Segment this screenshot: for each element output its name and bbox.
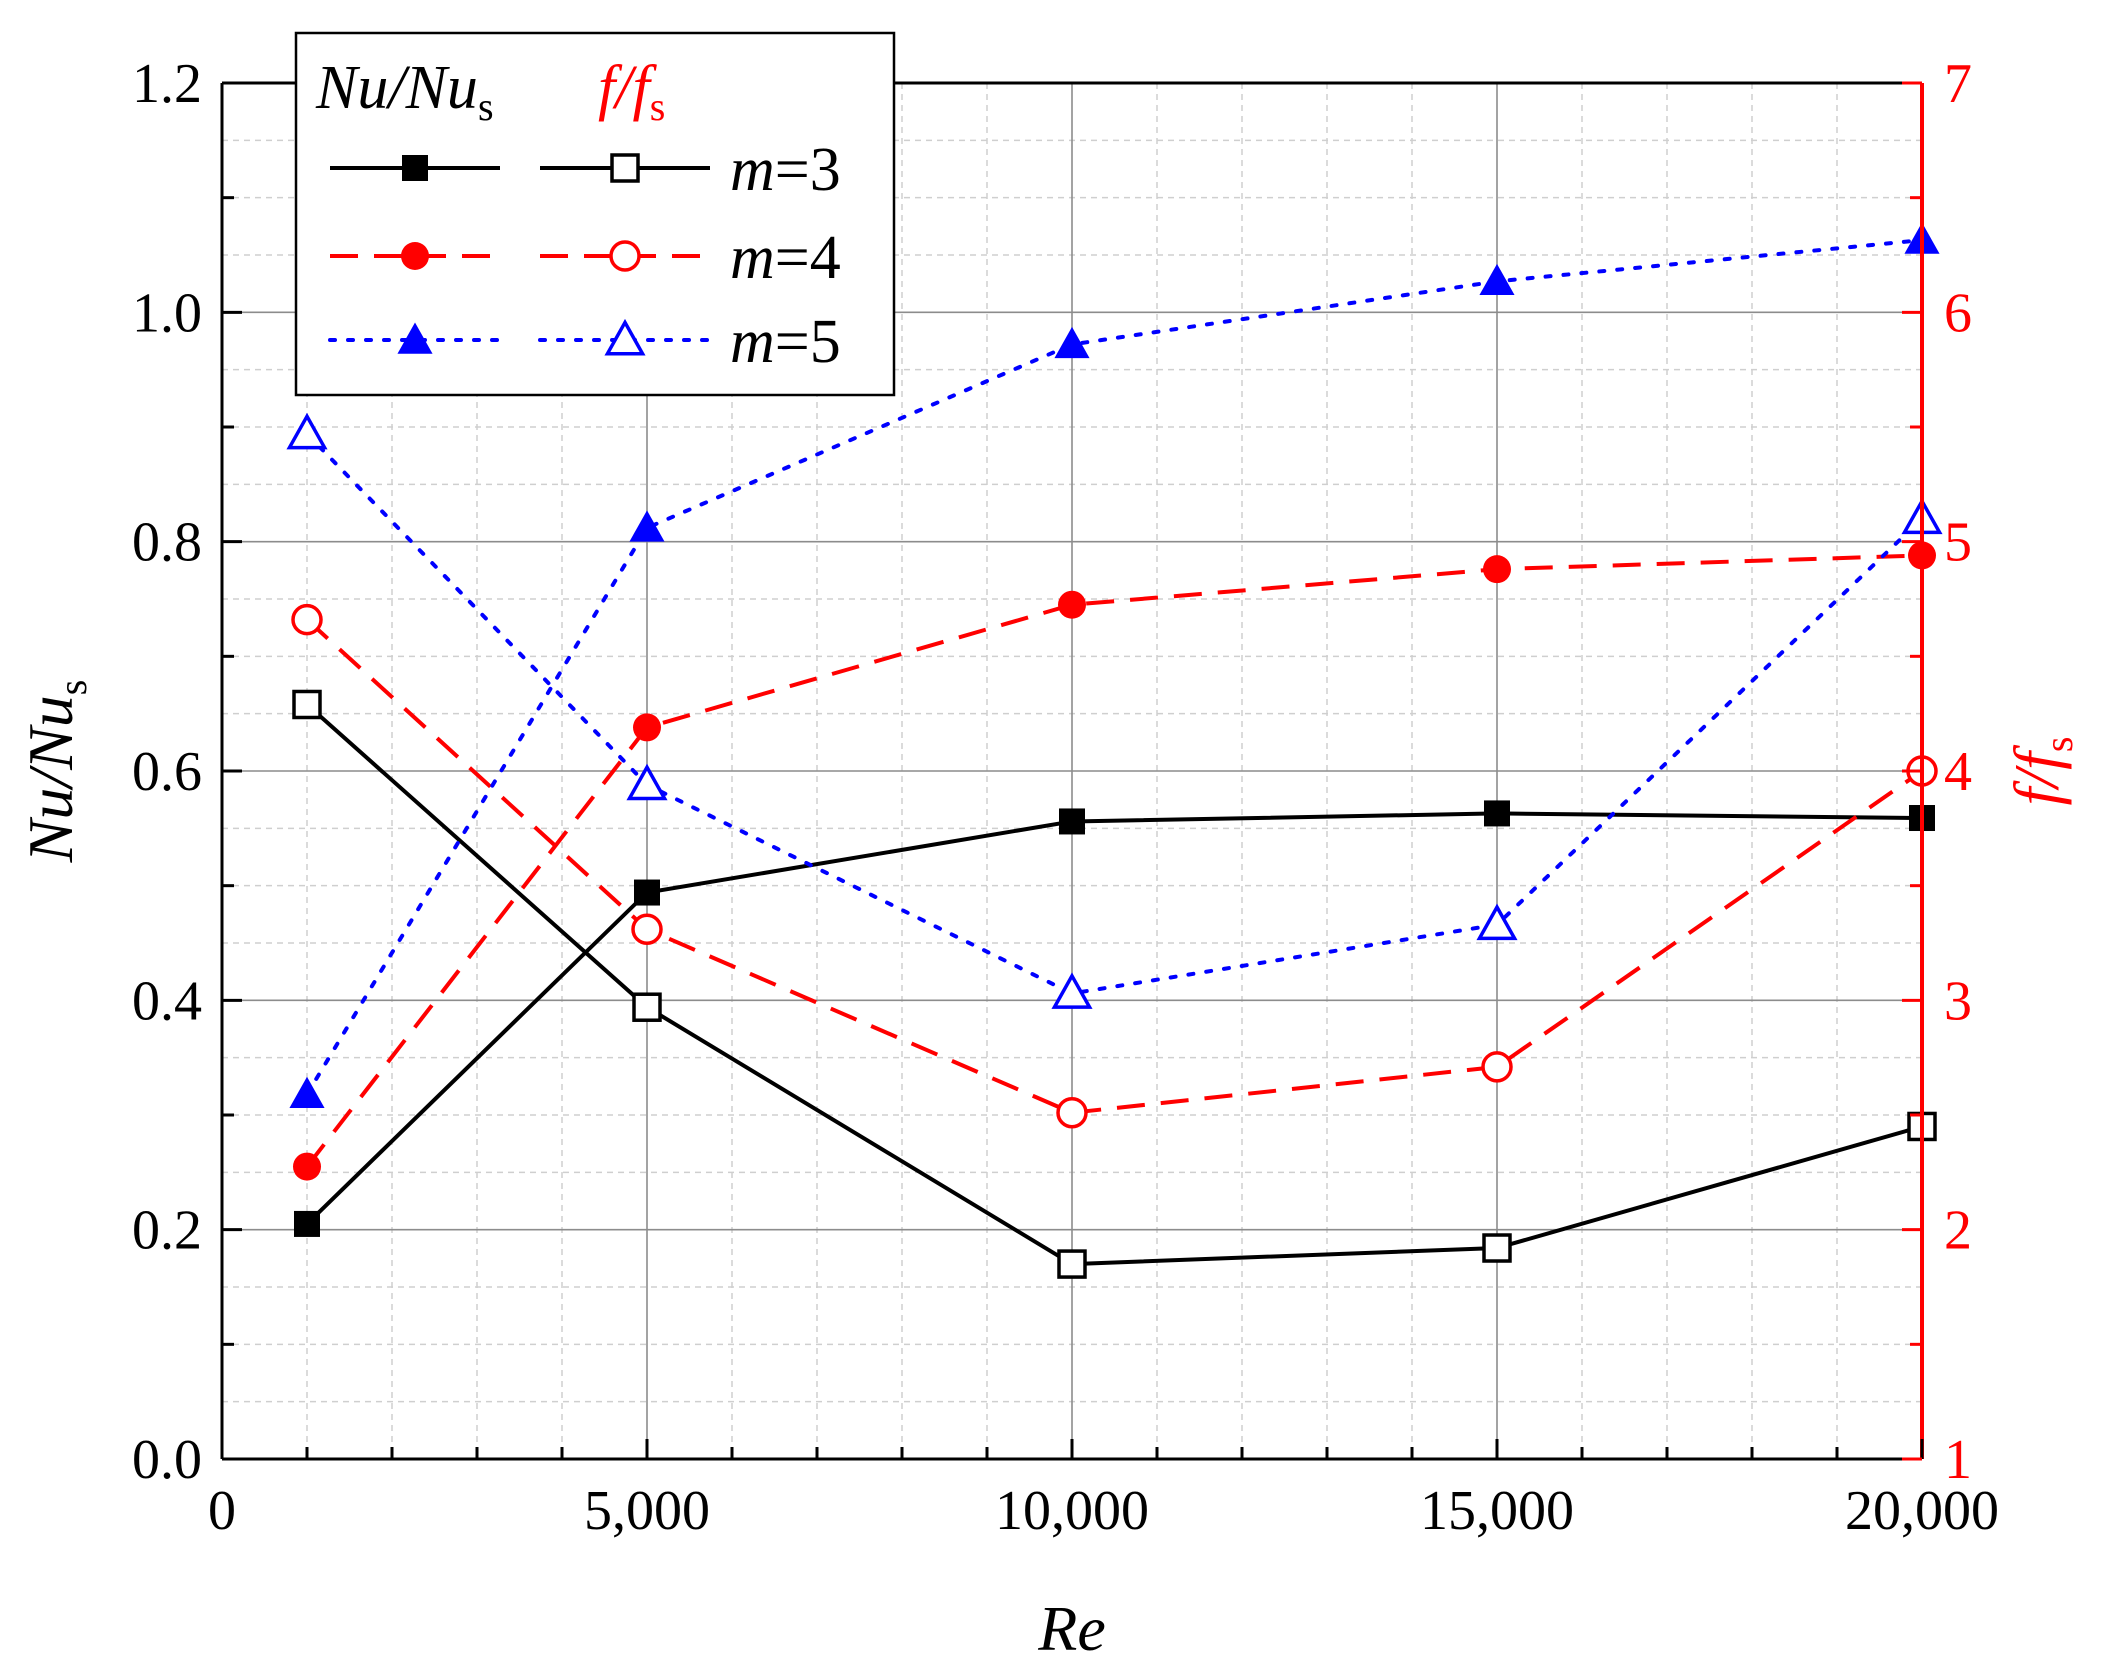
legend-box <box>294 31 896 397</box>
legend-row-1: m=4 <box>330 224 841 292</box>
legend-label-var: m <box>730 136 775 204</box>
data-point <box>286 412 328 450</box>
data-point <box>1482 1233 1512 1263</box>
series-1 <box>292 689 1937 1279</box>
data-point <box>1058 590 1086 619</box>
y-right-label-sub: s <box>2036 737 2081 753</box>
legend-header-right: f/fs <box>598 54 665 129</box>
data-point <box>291 603 323 636</box>
legend-marker-filled <box>401 242 429 270</box>
data-point <box>292 689 322 720</box>
series-2 <box>293 541 1936 1181</box>
data-point <box>1054 326 1090 359</box>
legend-label-rest: =3 <box>775 136 841 204</box>
y-left-axis-label: Nu/Nus <box>15 680 95 864</box>
x-tick-label: 0 <box>208 1480 236 1542</box>
legend-label-rest: =4 <box>775 224 841 292</box>
y-left-tick-label: 0.0 <box>132 1429 202 1491</box>
y-right-tick-label: 2 <box>1944 1200 1972 1262</box>
data-point <box>1484 800 1510 827</box>
series-line <box>305 811 1923 1226</box>
y-left-tick-label: 1.2 <box>132 53 202 115</box>
legend-header-left-sub: s <box>478 84 494 129</box>
x-tick-label: 10,000 <box>995 1480 1149 1542</box>
data-point <box>293 1152 321 1181</box>
y-left-tick-label: 0.8 <box>132 512 202 574</box>
y-right-tick-label: 1 <box>1944 1429 1972 1491</box>
legend-row-2: m=5 <box>328 308 841 376</box>
series-line <box>305 618 1924 1115</box>
data-point <box>294 1210 320 1237</box>
legend-marker-filled <box>397 322 433 354</box>
series-line <box>305 553 1923 1168</box>
legend-marker-open <box>610 153 640 183</box>
data-point <box>1483 555 1511 584</box>
legend-marker-filled <box>402 155 428 181</box>
y-left-tick-label: 1.0 <box>132 282 202 344</box>
legend-header-left-main: Nu/Nu <box>315 54 478 122</box>
data-point <box>631 913 663 945</box>
y-left-tick-label: 0.6 <box>132 741 202 803</box>
data-point <box>1056 1096 1088 1129</box>
data-point <box>1481 1051 1513 1083</box>
x-tick-label: 15,000 <box>1420 1480 1574 1542</box>
legend-label-rest: =5 <box>775 308 841 376</box>
legend-header-left: Nu/Nus <box>315 54 494 129</box>
data-point <box>289 1076 325 1109</box>
y-right-tick-label: 4 <box>1944 741 1972 803</box>
data-point <box>1476 903 1518 941</box>
data-point <box>626 763 668 801</box>
series-line <box>305 702 1923 1267</box>
data-point <box>629 510 665 542</box>
legend-label: m=3 <box>730 136 841 204</box>
series-5 <box>286 412 1943 1009</box>
legend-label-var: m <box>730 224 775 292</box>
legend-row-0: m=3 <box>330 136 841 204</box>
data-point <box>632 992 662 1022</box>
data-point <box>1057 1249 1087 1279</box>
legend-label: m=5 <box>730 308 841 376</box>
legend-header-right-sub: s <box>650 84 666 129</box>
series-line <box>305 238 1924 1097</box>
legend-header-right-main: f/f <box>598 54 657 122</box>
legend-label: m=4 <box>730 224 841 292</box>
x-axis-label: Re <box>1037 1593 1106 1664</box>
y-left-tick-label: 0.2 <box>132 1200 202 1262</box>
legend-label-var: m <box>730 308 775 376</box>
y-right-tick-label: 7 <box>1944 53 1972 115</box>
x-tick-label: 20,000 <box>1845 1480 1999 1542</box>
data-point <box>634 879 660 906</box>
data-point <box>1479 263 1515 296</box>
y-right-tick-label: 6 <box>1944 282 1972 344</box>
y-left-tick-label: 0.4 <box>132 970 202 1032</box>
y-right-label-main: f/f <box>2001 744 2072 806</box>
series-line <box>305 431 1924 996</box>
y-left-label-main: Nu/Nu <box>15 695 86 863</box>
y-right-tick-label: 5 <box>1944 512 1972 574</box>
series-0 <box>294 800 1935 1237</box>
data-point <box>1051 972 1093 1009</box>
y-right-tick-label: 3 <box>1944 970 1972 1032</box>
data-point <box>633 713 661 742</box>
legend: Nu/Nus f/fsm=3m=4m=5 <box>294 31 896 397</box>
y-right-axis-label: f/fs <box>2001 737 2081 806</box>
x-tick-label: 5,000 <box>584 1480 710 1542</box>
y-left-label-sub: s <box>50 680 95 696</box>
axes: 0 5,000 10,000 15,000 20,000 0.0 0.2 0.4 0.6 0.8 1… <box>15 53 2081 1664</box>
data-point <box>1059 808 1085 835</box>
legend-marker-open <box>609 240 641 272</box>
legend-marker-open <box>604 318 646 356</box>
